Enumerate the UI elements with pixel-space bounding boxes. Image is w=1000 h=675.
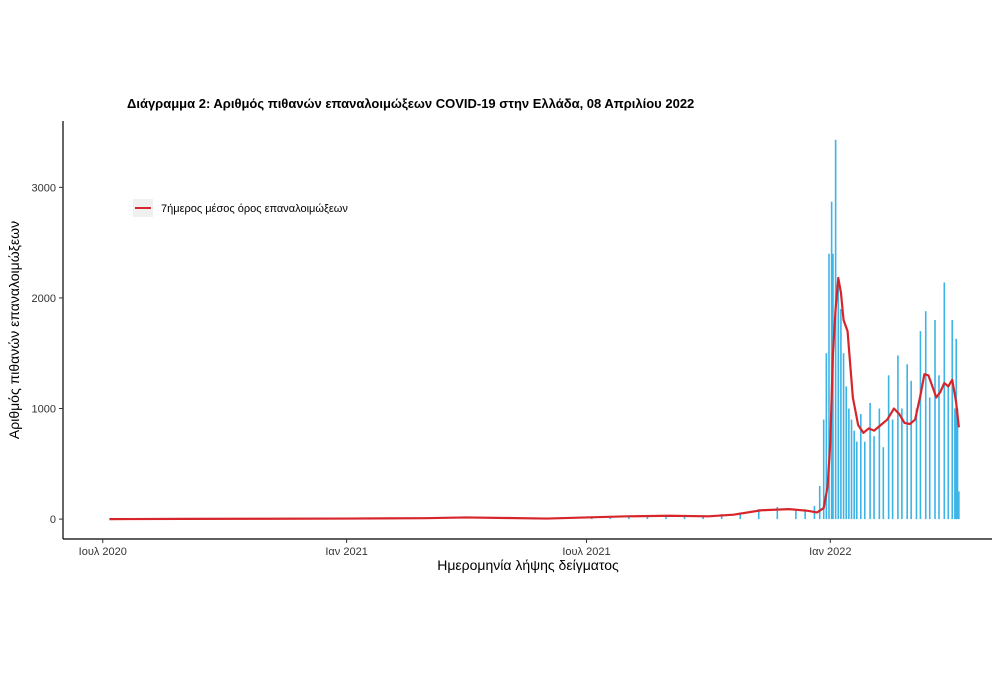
bar [830, 201, 833, 520]
bar [757, 509, 760, 520]
bar [919, 331, 922, 520]
bar [837, 286, 840, 520]
bar [878, 408, 881, 520]
bar [665, 515, 667, 520]
y-tick-label: 1000 [32, 404, 56, 416]
bar [934, 320, 936, 520]
bar [906, 364, 908, 520]
bar [822, 419, 825, 520]
bar [947, 386, 950, 520]
y-tick-label: 2000 [32, 293, 56, 305]
bar [897, 355, 899, 520]
bar [828, 253, 830, 520]
bar [590, 517, 593, 520]
bar [850, 419, 853, 520]
line-series [109, 276, 960, 521]
bar-series [590, 139, 960, 520]
bar [818, 485, 821, 520]
bar [873, 436, 875, 520]
bar [924, 311, 927, 520]
bar [901, 408, 903, 520]
y-tick-label: 0 [50, 514, 56, 526]
bar [628, 516, 630, 520]
bar [910, 380, 912, 520]
moving-average-line [109, 276, 960, 521]
bar [834, 139, 837, 520]
bar [882, 447, 885, 520]
bar [869, 402, 871, 520]
bar [845, 386, 848, 520]
bar [943, 282, 946, 520]
bar [646, 516, 649, 520]
x-axis-title: Ημερομηνία λήψης δείγματος [437, 557, 619, 573]
y-axis-ticks: 0 1000 2000 3000 [32, 182, 63, 526]
bar [856, 441, 858, 520]
chart-title: Διάγραμμα 2: Αριθμός πιθανών επαναλοιμώξ… [127, 96, 694, 111]
x-tick-label: Ιαν 2021 [325, 546, 367, 558]
bar [887, 375, 890, 520]
legend: 7ήμερος μέσος όρος επαναλοιμώξεων [133, 199, 348, 217]
bar [891, 419, 894, 520]
bar [609, 517, 612, 520]
y-tick-label: 3000 [32, 182, 56, 194]
bar [739, 512, 741, 520]
bar [848, 408, 850, 520]
x-tick-label: Ιουλ 2020 [79, 546, 127, 558]
bar [842, 353, 845, 520]
x-axis-ticks: Ιουλ 2020 Ιαν 2021 Ιουλ 2021 Ιαν 2022 [79, 539, 852, 558]
bar [951, 320, 954, 520]
bar [915, 408, 918, 520]
bar [840, 308, 842, 520]
bar [955, 338, 958, 520]
bar [795, 510, 797, 520]
bar [853, 430, 855, 520]
bar [776, 506, 779, 520]
bar [863, 441, 866, 520]
bar [720, 514, 723, 520]
bar [956, 408, 959, 520]
y-axis-title: Αριθμός πιθανών επαναλοιμώξεων [6, 221, 22, 439]
legend-label: 7ήμερος μέσος όρος επαναλοιμώξεων [161, 203, 348, 215]
x-tick-label: Ιουλ 2021 [562, 546, 610, 558]
bar [825, 353, 828, 520]
bar [804, 509, 806, 520]
bar [928, 397, 931, 520]
x-tick-label: Ιαν 2022 [809, 546, 851, 558]
bar [938, 375, 940, 520]
bar [860, 414, 862, 520]
bar [683, 515, 686, 520]
bar [954, 408, 956, 520]
bar [958, 491, 960, 520]
